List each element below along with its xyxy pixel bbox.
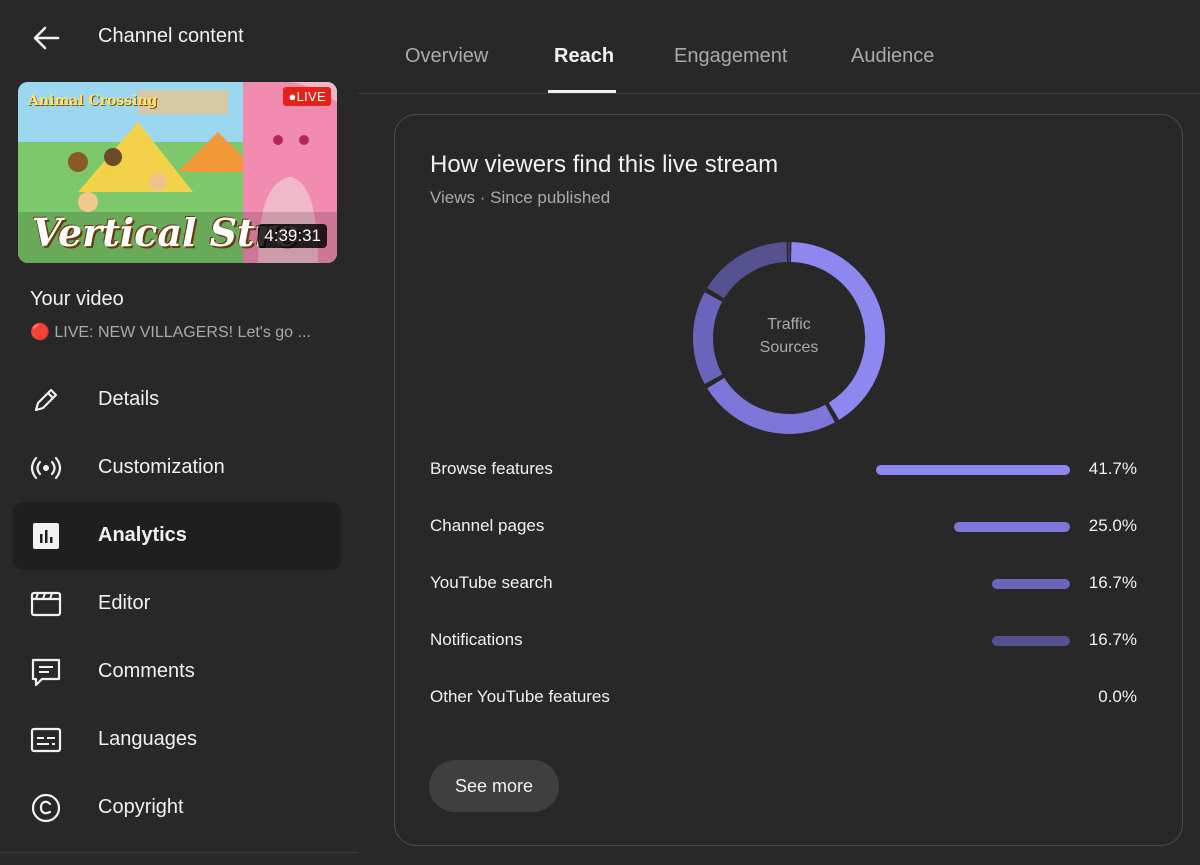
traffic-source-label: Channel pages	[430, 516, 545, 535]
traffic-bar-track	[876, 636, 1070, 646]
sidebar-item-details[interactable]: Details	[13, 366, 341, 434]
clapperboard-icon	[30, 591, 62, 617]
your-video-label: Your video	[30, 288, 124, 310]
video-title: 🔴 LIVE: NEW VILLAGERS! Let's go ...	[30, 324, 311, 341]
traffic-source-percent: 25.0%	[1088, 516, 1137, 535]
sidebar-item-languages[interactable]: Languages	[13, 706, 341, 774]
sidebar-item-customization[interactable]: Customization	[13, 434, 341, 502]
traffic-sources-card: How viewers find this live stream Views …	[394, 114, 1183, 846]
traffic-source-percent: 16.7%	[1088, 630, 1137, 649]
traffic-bar-track	[876, 579, 1070, 589]
traffic-source-percent: 41.7%	[1088, 459, 1137, 478]
donut-segment-notifications	[707, 242, 788, 299]
donut-segment-channel-pages	[707, 377, 835, 434]
back-button[interactable]	[28, 22, 64, 54]
sidebar-item-label: Copyright	[98, 796, 184, 818]
video-thumbnail[interactable]: Animal Crossing Vertical Stre ●LIVE 4:39…	[18, 82, 337, 263]
sidebar-item-editor[interactable]: Editor	[13, 570, 341, 638]
traffic-source-percent: 16.7%	[1088, 573, 1137, 592]
live-badge: ●LIVE	[283, 87, 331, 106]
subtitles-icon	[30, 727, 62, 753]
sidebar-header: Channel content	[0, 0, 358, 74]
traffic-row-youtube-search: YouTube search 16.7%	[430, 563, 1150, 603]
donut-segment-browse-features	[790, 242, 885, 420]
traffic-source-label: Notifications	[430, 630, 523, 649]
see-more-button[interactable]: See more	[429, 760, 559, 812]
analytics-icon	[33, 523, 59, 549]
tab-audience[interactable]: Audience	[851, 45, 935, 67]
sidebar-item-analytics[interactable]: Analytics	[13, 502, 341, 570]
analytics-tabs: Overview Reach Engagement Audience	[358, 0, 1200, 94]
arrow-left-icon	[33, 26, 60, 50]
traffic-bar	[992, 579, 1070, 589]
active-tab-indicator	[548, 90, 616, 93]
donut-center-label: Traffic Sources	[691, 313, 887, 359]
traffic-bar	[876, 465, 1070, 475]
comment-icon	[31, 658, 61, 687]
sidebar-divider	[0, 852, 358, 853]
traffic-bar-track	[876, 465, 1070, 475]
sidebar-item-label: Languages	[98, 728, 197, 750]
traffic-row-notifications: Notifications 16.7%	[430, 620, 1150, 660]
sidebar-item-comments[interactable]: Comments	[13, 638, 341, 706]
traffic-source-percent: 0.0%	[1098, 687, 1137, 706]
tab-overview[interactable]: Overview	[405, 45, 489, 67]
card-title: How viewers find this live stream	[430, 151, 779, 178]
duration-badge: 4:39:31	[258, 224, 327, 248]
sidebar-title: Channel content	[98, 25, 244, 47]
donut-center-label-line-1: Traffic	[767, 316, 811, 333]
sidebar-item-label: Customization	[98, 456, 225, 478]
traffic-row-other-youtube-features: Other YouTube features 0.0%	[430, 677, 1150, 717]
thumbnail-overlay-text: Vertical Stre	[32, 210, 299, 255]
sidebar-item-label: Analytics	[98, 524, 187, 546]
copyright-icon	[31, 793, 61, 823]
traffic-bar-track	[876, 693, 1070, 703]
sidebar-item-label: Details	[98, 388, 160, 410]
traffic-source-label: YouTube search	[430, 573, 553, 592]
donut-center-label-line-2: Sources	[759, 339, 819, 356]
sidebar-item-copyright[interactable]: Copyright	[13, 774, 341, 842]
traffic-bar	[953, 522, 1070, 532]
tab-reach[interactable]: Reach	[554, 45, 615, 67]
traffic-sources-donut-chart	[693, 242, 885, 434]
donut-segment-youtube-search	[693, 292, 723, 384]
sidebar: Channel content Animal Crossing	[0, 0, 358, 865]
pencil-icon	[34, 388, 58, 412]
broadcast-icon	[30, 456, 62, 480]
sidebar-item-label: Editor	[98, 592, 151, 614]
tab-engagement[interactable]: Engagement	[674, 45, 788, 67]
thumbnail-game-logo: Animal Crossing	[28, 93, 158, 109]
card-subtitle: Views · Since published	[430, 188, 611, 207]
traffic-bar	[992, 636, 1070, 646]
sidebar-item-label: Comments	[98, 660, 195, 682]
traffic-row-browse-features: Browse features 41.7%	[430, 449, 1150, 489]
traffic-source-label: Browse features	[430, 459, 553, 478]
traffic-bar-track	[876, 522, 1070, 532]
traffic-row-channel-pages: Channel pages 25.0%	[430, 506, 1150, 546]
traffic-source-label: Other YouTube features	[430, 687, 610, 706]
